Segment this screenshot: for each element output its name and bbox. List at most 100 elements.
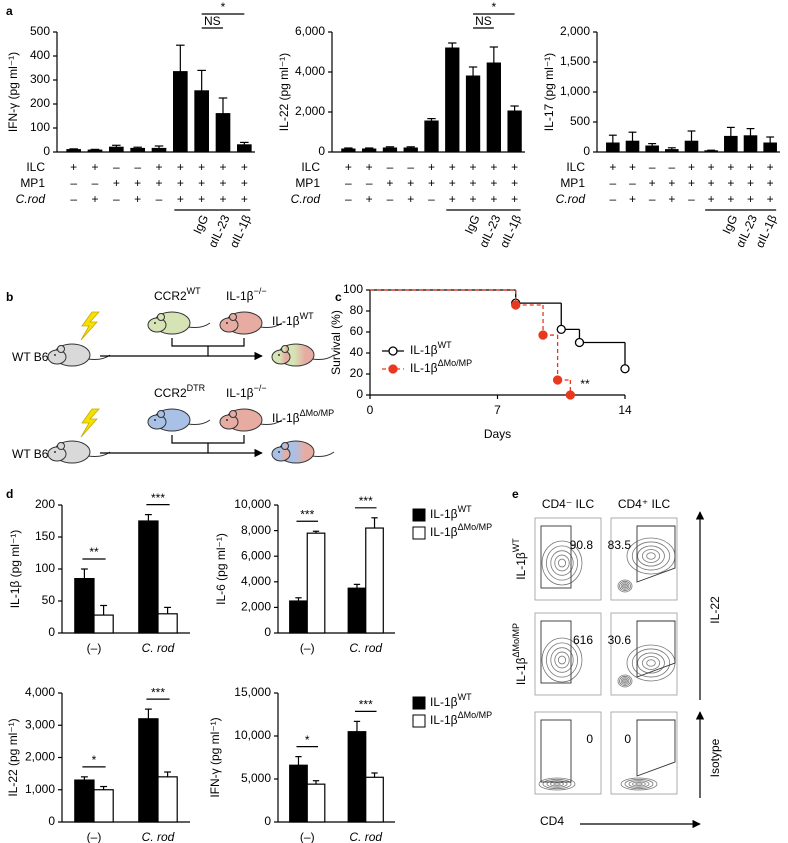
- row-sign: +: [366, 192, 373, 206]
- row-sign: –: [407, 160, 414, 174]
- gate: [636, 525, 676, 583]
- bar: [215, 113, 231, 153]
- mouse-ear: [57, 442, 65, 450]
- legend-label: IL-1βΔMo/MP: [410, 358, 472, 375]
- row-label-base: IL-1β: [514, 552, 528, 580]
- row-label: IL-1βΔMo/MP: [511, 623, 528, 685]
- y-tick-label: 10,000: [234, 497, 271, 511]
- flow-plot: [534, 711, 602, 795]
- y-tick-label: 300: [30, 72, 50, 86]
- y-axis-label: IL-6 (pg ml⁻¹): [214, 533, 228, 605]
- y-tick-label: 150: [35, 529, 55, 543]
- row-sign: +: [708, 160, 715, 174]
- mouse-ear: [229, 313, 237, 321]
- y-tick-label: 4,000: [241, 574, 271, 588]
- bar: [665, 149, 679, 153]
- row-sign: –: [428, 192, 435, 206]
- row-sign: +: [366, 160, 373, 174]
- row-sign: +: [609, 160, 616, 174]
- y-tick-label: 0: [48, 625, 55, 639]
- mouse-ear: [281, 442, 289, 450]
- legend-label: IL-1βΔMo/MP: [430, 710, 492, 727]
- panel-label: a: [6, 4, 13, 18]
- contour: [620, 777, 658, 791]
- flow-plot: [610, 517, 678, 601]
- bar: [157, 776, 178, 823]
- contour: [641, 549, 661, 563]
- row-sign: –: [92, 176, 99, 190]
- bar: [130, 147, 145, 153]
- contour: [558, 655, 567, 665]
- mouse-tail: [187, 419, 211, 425]
- gate: [540, 525, 572, 589]
- bar: [347, 731, 367, 823]
- row-sign: +: [490, 176, 497, 190]
- x-axis-label: Days: [484, 427, 511, 441]
- bar: [173, 71, 188, 153]
- x-tick-label: 14: [618, 403, 632, 417]
- row-sign: +: [155, 176, 162, 190]
- panel-label: d: [6, 487, 13, 501]
- legend-label: IL-1βWT: [410, 340, 452, 357]
- y-tick-label: 4,000: [295, 64, 325, 78]
- mouse-head: [219, 414, 239, 430]
- bar: [382, 147, 398, 153]
- row-sign: +: [91, 160, 98, 174]
- gate-percent: 0: [624, 732, 631, 746]
- result-label-sup: WT: [300, 311, 314, 321]
- merge-bracket: [171, 338, 245, 356]
- contour: [646, 552, 656, 560]
- row-label: ILC: [301, 160, 320, 174]
- y-tick-label: 50: [42, 593, 56, 607]
- mouse-eye: [226, 419, 228, 421]
- mouse-head: [47, 446, 67, 462]
- row-label: ILC: [26, 160, 45, 174]
- legend-swatch: [412, 696, 426, 710]
- bar: [194, 90, 209, 153]
- legend-label-sup: ΔMo/MP: [458, 710, 493, 720]
- bar: [341, 148, 356, 153]
- legend-label: IL-1βWT: [430, 692, 472, 709]
- donor-label: IL-1β−/−: [226, 383, 267, 400]
- mouse-head: [271, 446, 291, 462]
- bar: [306, 783, 326, 823]
- contour: [558, 558, 567, 568]
- significance-label: *: [305, 733, 310, 747]
- bar: [424, 120, 439, 153]
- contour: [554, 554, 570, 572]
- row-sign: +: [649, 176, 656, 190]
- row-sign: –: [387, 192, 394, 206]
- y-axis-label: IFN-γ (pg ml⁻¹): [208, 717, 222, 797]
- donor-label-sup: WT: [187, 286, 201, 296]
- y-tick-label: 200: [35, 497, 55, 511]
- bar: [93, 789, 114, 823]
- y-axis-label: IL-17 (pg ml⁻¹): [542, 53, 556, 131]
- row-sign: +: [449, 176, 456, 190]
- result-label: IL-1βΔMo/MP: [272, 408, 334, 425]
- mouse-ear: [57, 345, 65, 353]
- legend-label: IL-1βWT: [430, 504, 472, 521]
- row-sign: +: [668, 192, 675, 206]
- legend-label-sup: WT: [438, 340, 452, 350]
- row-label: MP1: [20, 176, 45, 190]
- y-tick-label: 1,000: [25, 782, 55, 796]
- mouse-head: [271, 349, 291, 365]
- y-tick-label: 1,000: [560, 84, 590, 98]
- merge-bracket: [171, 435, 245, 453]
- y-tick-label: 40: [350, 345, 364, 359]
- mouse-eye: [278, 354, 280, 356]
- gate: [540, 620, 572, 684]
- row-sign: –: [70, 192, 77, 206]
- y-tick-label: 2,000: [560, 24, 590, 38]
- row-sign: +: [219, 176, 226, 190]
- y-tick-label: 200: [30, 96, 50, 110]
- row-label-base: IL-1β: [514, 657, 528, 685]
- event-marker: [511, 300, 521, 310]
- event-marker: [538, 330, 548, 340]
- mouse-eye: [154, 322, 156, 324]
- bar: [138, 520, 159, 634]
- row-sign: +: [345, 160, 352, 174]
- y-tick-label: 2,000: [295, 104, 325, 118]
- y-tick-label: 0: [264, 814, 271, 828]
- contour: [624, 778, 654, 790]
